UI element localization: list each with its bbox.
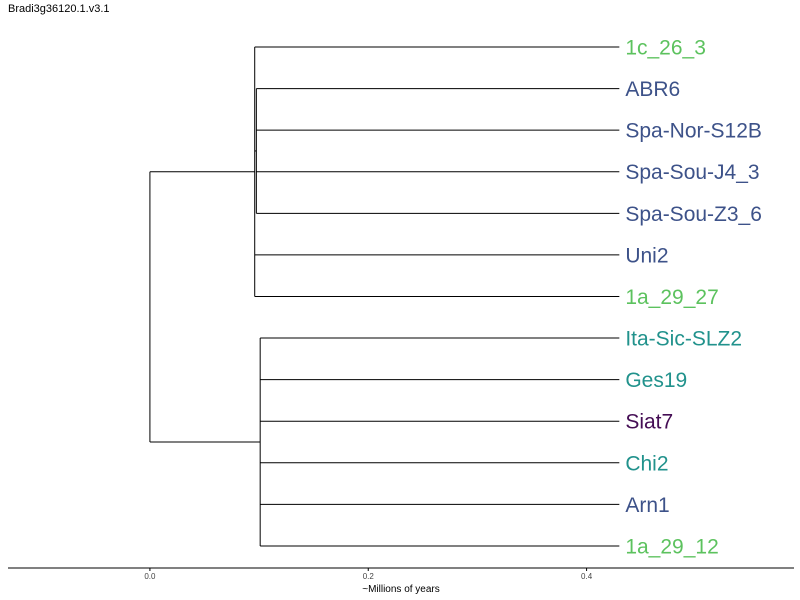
leaf-label: Spa-Sou-J4_3 — [625, 161, 759, 184]
x-tick-label: 0.4 — [581, 572, 593, 581]
leaf-label: Ita-Sic-SLZ2 — [625, 328, 742, 351]
x-axis: 0.0 0.2 0.4 ~Millions of years — [8, 567, 794, 595]
tree-leaf-labels: 1c_26_3 ABR6 Spa-Nor-S12B Spa-Sou-J4_3 Spa-S… — [625, 37, 762, 559]
leaf-label: 1a_29_27 — [625, 286, 718, 309]
leaf-label: Chi2 — [625, 452, 668, 475]
leaf-label: Uni2 — [625, 244, 668, 267]
x-tick-label: 0.0 — [144, 572, 156, 581]
x-axis-ticks: 0.0 0.2 0.4 — [144, 568, 593, 581]
leaf-label: Spa-Nor-S12B — [625, 120, 762, 143]
tree-branches — [149, 46, 620, 547]
x-axis-label: ~Millions of years — [362, 584, 440, 595]
leaf-label: 1c_26_3 — [625, 37, 706, 60]
x-tick-label: 0.2 — [363, 572, 375, 581]
leaf-label: Spa-Sou-Z3_6 — [625, 203, 762, 226]
leaf-label: 1a_29_12 — [625, 535, 718, 558]
figure-title: Bradi3g36120.1.v3.1 — [8, 3, 110, 15]
leaf-label: Arn1 — [625, 494, 669, 517]
leaf-label: ABR6 — [625, 78, 680, 101]
leaf-label: Siat7 — [625, 411, 673, 434]
leaf-label: Ges19 — [625, 369, 687, 392]
